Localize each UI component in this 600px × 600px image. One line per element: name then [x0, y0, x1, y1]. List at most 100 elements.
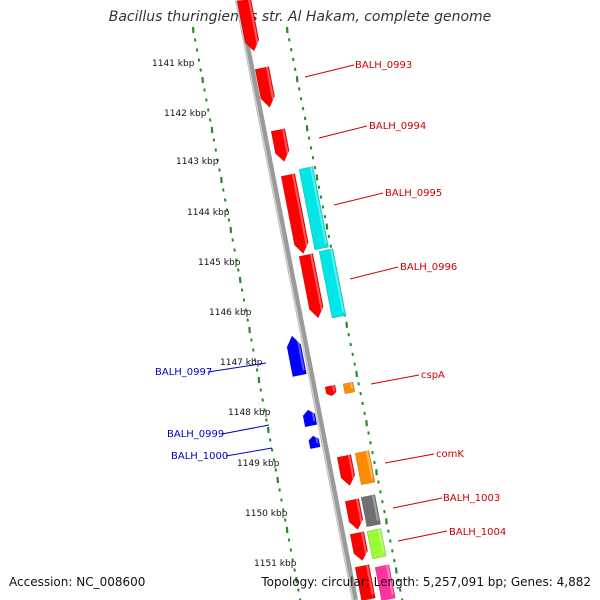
ruler-left-tick	[231, 238, 234, 242]
ruler-left-tick	[276, 476, 280, 484]
callout-line	[349, 266, 399, 280]
ruler-right-tick	[347, 332, 350, 337]
callout-line	[370, 374, 420, 385]
gene-label-BALH_0996: BALH_0996	[400, 262, 457, 273]
ruler-label: 1149 kbp	[237, 459, 280, 469]
ruler-right-tick	[293, 67, 297, 71]
ruler-left-tick	[255, 368, 259, 372]
ruler-label: 1147 kbp	[220, 358, 263, 368]
ruler-left-tick	[218, 168, 221, 172]
ruler-left-tick	[253, 358, 257, 362]
gene-label-BALH_0994: BALH_0994	[369, 121, 426, 132]
gene-label-cspA: cspA	[421, 370, 445, 381]
ruler-left-tick	[242, 298, 246, 302]
ruler-left-tick	[289, 548, 293, 552]
ruler-left-tick	[266, 426, 270, 434]
ruler-right-tick	[317, 185, 321, 189]
ruler-right-tick	[321, 205, 325, 209]
ruler-left-tick	[252, 348, 255, 352]
right-callouts: BALH_0993 BALH_0994 BALH_0995 BALH_0996 cspA…	[304, 60, 506, 542]
ruler-left-tick	[237, 268, 240, 272]
ruler-left-tick	[280, 498, 283, 502]
ruler-left-tick	[223, 198, 227, 202]
cds-blue-shade	[314, 435, 319, 444]
ruler-left-tick	[233, 248, 236, 252]
feature-orange-shade	[365, 450, 374, 479]
ruler-left-tick	[222, 188, 225, 192]
ruler-left-tick	[207, 108, 210, 112]
ruler-right-tick	[383, 509, 386, 514]
ruler-left-tick	[283, 518, 287, 522]
ruler-right-tick	[385, 518, 388, 525]
ruler-label: 1145 kbp	[198, 258, 241, 268]
ruler-left-tick	[195, 48, 199, 52]
gene-label-BALH_0999: BALH_0999	[167, 429, 224, 440]
ruler-right-tick	[315, 174, 319, 181]
ruler-left-tick	[259, 388, 263, 392]
gene-label-comK: comK	[436, 449, 464, 460]
callout-line	[384, 453, 435, 464]
cds-red	[336, 454, 356, 486]
backbone	[235, 0, 358, 600]
ruler-left-tick	[205, 98, 208, 102]
ruler-label: 1146 kbp	[209, 308, 252, 318]
ruler-label: 1144 kbp	[187, 208, 230, 218]
ruler-left-tick	[274, 468, 278, 472]
ruler-left-tick	[261, 398, 264, 402]
feature-gray	[360, 494, 381, 528]
cds-red-shade	[281, 128, 290, 157]
callout-line	[207, 362, 267, 373]
gene-label-BALH_0995: BALH_0995	[385, 188, 442, 199]
ruler-left-tick	[291, 558, 294, 562]
ruler-label: 1143 kbp	[176, 157, 219, 167]
feature-cyan-shade	[329, 248, 345, 313]
callout-line	[304, 64, 355, 78]
ruler-right-tick	[394, 567, 398, 574]
cds-red-shade	[291, 173, 309, 249]
feature-pink	[374, 564, 396, 600]
ruler-left-tick	[263, 408, 266, 412]
ruler-right-tick	[355, 370, 358, 378]
ruler-left-tick	[250, 338, 253, 342]
ruler-left-tick	[191, 26, 195, 34]
cds-red	[280, 173, 309, 255]
cds-red-shade	[248, 0, 260, 47]
cds-red-shade	[331, 385, 336, 392]
ruler-right-tick	[357, 382, 360, 386]
cds-red	[349, 531, 368, 561]
ruler-left-tick	[210, 126, 214, 134]
gene-label-BALH_1000: BALH_1000	[171, 451, 228, 462]
ruler-right-tick	[379, 490, 382, 494]
ruler-left-tick	[299, 598, 302, 600]
callout-line	[397, 530, 448, 542]
ruler-left-track	[191, 26, 302, 600]
ruler-right-tick	[377, 480, 380, 484]
feature-gray-shade	[371, 494, 379, 521]
ruler-labels: 1141 kbp 1142 kbp 1143 kbp 1144 kbp 1145 kbp…	[152, 59, 297, 569]
ruler-right-tick	[303, 116, 307, 121]
ruler-right-tick	[329, 244, 333, 248]
ruler-left-tick	[285, 526, 289, 534]
feature-cyan	[318, 248, 347, 319]
feature-orange-shade	[349, 382, 354, 389]
ruler-left-tick	[235, 258, 238, 262]
ruler-right-tick	[359, 391, 362, 396]
ruler-right-tick	[353, 362, 356, 366]
ruler-right-tick	[323, 215, 327, 219]
ruler-left-tick	[246, 318, 249, 322]
left-callouts: BALH_0997 BALH_0999 BALH_1000	[155, 362, 273, 462]
cds-blue	[302, 409, 318, 428]
ruler-right-tick	[299, 97, 303, 101]
cds-red-shade	[360, 531, 368, 556]
feature-green	[366, 528, 387, 560]
ruler-left-tick	[244, 308, 248, 312]
ruler-right-tick	[397, 578, 400, 583]
cds-red-shade	[265, 66, 275, 103]
cds-red-shade	[355, 498, 363, 525]
ruler-right-tick	[291, 57, 295, 62]
ruler-right-tick	[313, 165, 317, 170]
ruler-right-tick	[305, 125, 309, 132]
callout-line	[333, 192, 384, 206]
ruler-right-tick	[375, 469, 378, 476]
